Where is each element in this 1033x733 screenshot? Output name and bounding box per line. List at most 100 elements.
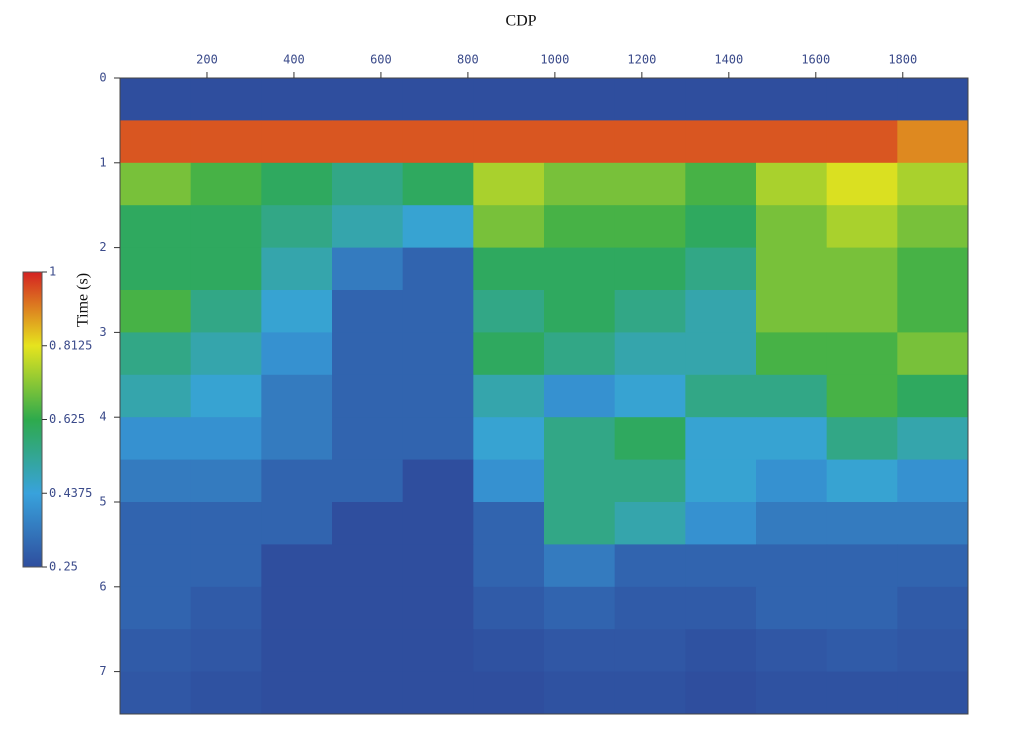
heat-cell <box>332 502 403 545</box>
heat-cell <box>685 375 756 418</box>
heat-cell <box>756 290 827 333</box>
heat-cell <box>261 672 332 715</box>
heat-cell <box>615 544 686 587</box>
x-tick-label: 1000 <box>540 53 569 67</box>
heat-cell <box>403 78 474 121</box>
heat-cell <box>897 205 968 248</box>
heat-cell <box>191 120 262 163</box>
heat-cell <box>827 629 898 672</box>
y-tick-label: 0 <box>99 71 106 85</box>
heat-cell <box>191 502 262 545</box>
heat-cell <box>897 544 968 587</box>
x-tick-label: 400 <box>283 53 305 67</box>
heat-cell <box>403 587 474 630</box>
y-tick-label: 7 <box>99 664 106 678</box>
heat-cell <box>120 332 191 375</box>
x-tick-label: 800 <box>457 53 479 67</box>
heat-cell <box>615 587 686 630</box>
heat-cell <box>544 332 615 375</box>
heat-cell <box>544 375 615 418</box>
heat-cell <box>332 248 403 291</box>
heat-cell <box>544 544 615 587</box>
heat-cell <box>615 672 686 715</box>
heat-cell <box>191 248 262 291</box>
heat-cell <box>261 417 332 460</box>
heat-cell <box>685 417 756 460</box>
heat-cell <box>261 544 332 587</box>
heat-cell <box>332 629 403 672</box>
heat-cell <box>827 460 898 503</box>
heat-cell <box>120 460 191 503</box>
heat-cell <box>120 248 191 291</box>
heat-cell <box>120 502 191 545</box>
heat-cell <box>403 332 474 375</box>
heat-cell <box>897 120 968 163</box>
heat-cell <box>332 205 403 248</box>
y-axis-label: Time (s) <box>75 273 92 327</box>
heat-cell <box>827 417 898 460</box>
heat-cell <box>756 502 827 545</box>
heat-cell <box>120 290 191 333</box>
x-tick-label: 1800 <box>888 53 917 67</box>
y-tick-label: 5 <box>99 495 106 509</box>
heat-cell <box>120 544 191 587</box>
heat-cell <box>615 205 686 248</box>
heat-cell <box>756 587 827 630</box>
heat-cell <box>332 544 403 587</box>
heat-cell <box>120 417 191 460</box>
heat-cell <box>615 332 686 375</box>
heat-cell <box>756 672 827 715</box>
heat-cell <box>261 332 332 375</box>
chart-title: CDP <box>505 13 536 30</box>
heat-cell <box>403 417 474 460</box>
colorbar-tick-label: 0.25 <box>49 560 78 574</box>
heat-cell <box>756 163 827 206</box>
heat-cell <box>756 332 827 375</box>
heat-cell <box>332 417 403 460</box>
heat-cell <box>897 163 968 206</box>
heat-cell <box>473 120 544 163</box>
heat-cell <box>403 502 474 545</box>
heat-cell <box>756 248 827 291</box>
heat-cell <box>544 629 615 672</box>
heat-cell <box>191 544 262 587</box>
heat-cell <box>756 417 827 460</box>
heat-cell <box>473 417 544 460</box>
heat-cell <box>120 120 191 163</box>
heat-cell <box>685 248 756 291</box>
y-tick-label: 6 <box>99 579 106 593</box>
heat-cell <box>897 587 968 630</box>
heat-cell <box>120 205 191 248</box>
heat-cell <box>685 460 756 503</box>
heat-cell <box>897 248 968 291</box>
heat-cell <box>191 163 262 206</box>
heat-cell <box>191 205 262 248</box>
heat-cell <box>473 332 544 375</box>
heat-cell <box>191 375 262 418</box>
heat-cell <box>615 290 686 333</box>
heat-cell <box>615 120 686 163</box>
heat-cell <box>261 120 332 163</box>
y-tick-label: 4 <box>99 410 106 424</box>
colorbar-tick-label: 0.625 <box>49 412 85 426</box>
heat-cell <box>544 460 615 503</box>
heat-cell <box>403 629 474 672</box>
heat-cell <box>827 332 898 375</box>
heat-cell <box>544 502 615 545</box>
heat-cell <box>685 587 756 630</box>
heat-cell <box>261 629 332 672</box>
heat-cell <box>827 78 898 121</box>
heat-cell <box>615 417 686 460</box>
heat-cell <box>261 502 332 545</box>
heat-cell <box>191 417 262 460</box>
heat-cell <box>685 544 756 587</box>
heat-cell <box>473 248 544 291</box>
heat-cell <box>191 460 262 503</box>
heat-cell <box>544 587 615 630</box>
heat-cell <box>473 163 544 206</box>
heat-cell <box>827 672 898 715</box>
heat-cell <box>685 629 756 672</box>
heat-cell <box>473 502 544 545</box>
heat-cell <box>191 587 262 630</box>
heat-cell <box>897 290 968 333</box>
